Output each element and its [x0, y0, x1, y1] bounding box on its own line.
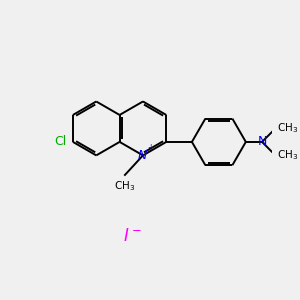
Text: $^+$: $^+$: [146, 143, 155, 153]
Text: $N$: $N$: [137, 149, 148, 162]
Text: Cl: Cl: [54, 135, 66, 148]
Text: $I^-$: $I^-$: [123, 227, 142, 245]
Text: N: N: [257, 135, 267, 148]
Text: CH$_3$: CH$_3$: [278, 148, 299, 162]
Text: CH$_3$: CH$_3$: [278, 122, 299, 136]
Text: CH$_3$: CH$_3$: [114, 180, 135, 194]
